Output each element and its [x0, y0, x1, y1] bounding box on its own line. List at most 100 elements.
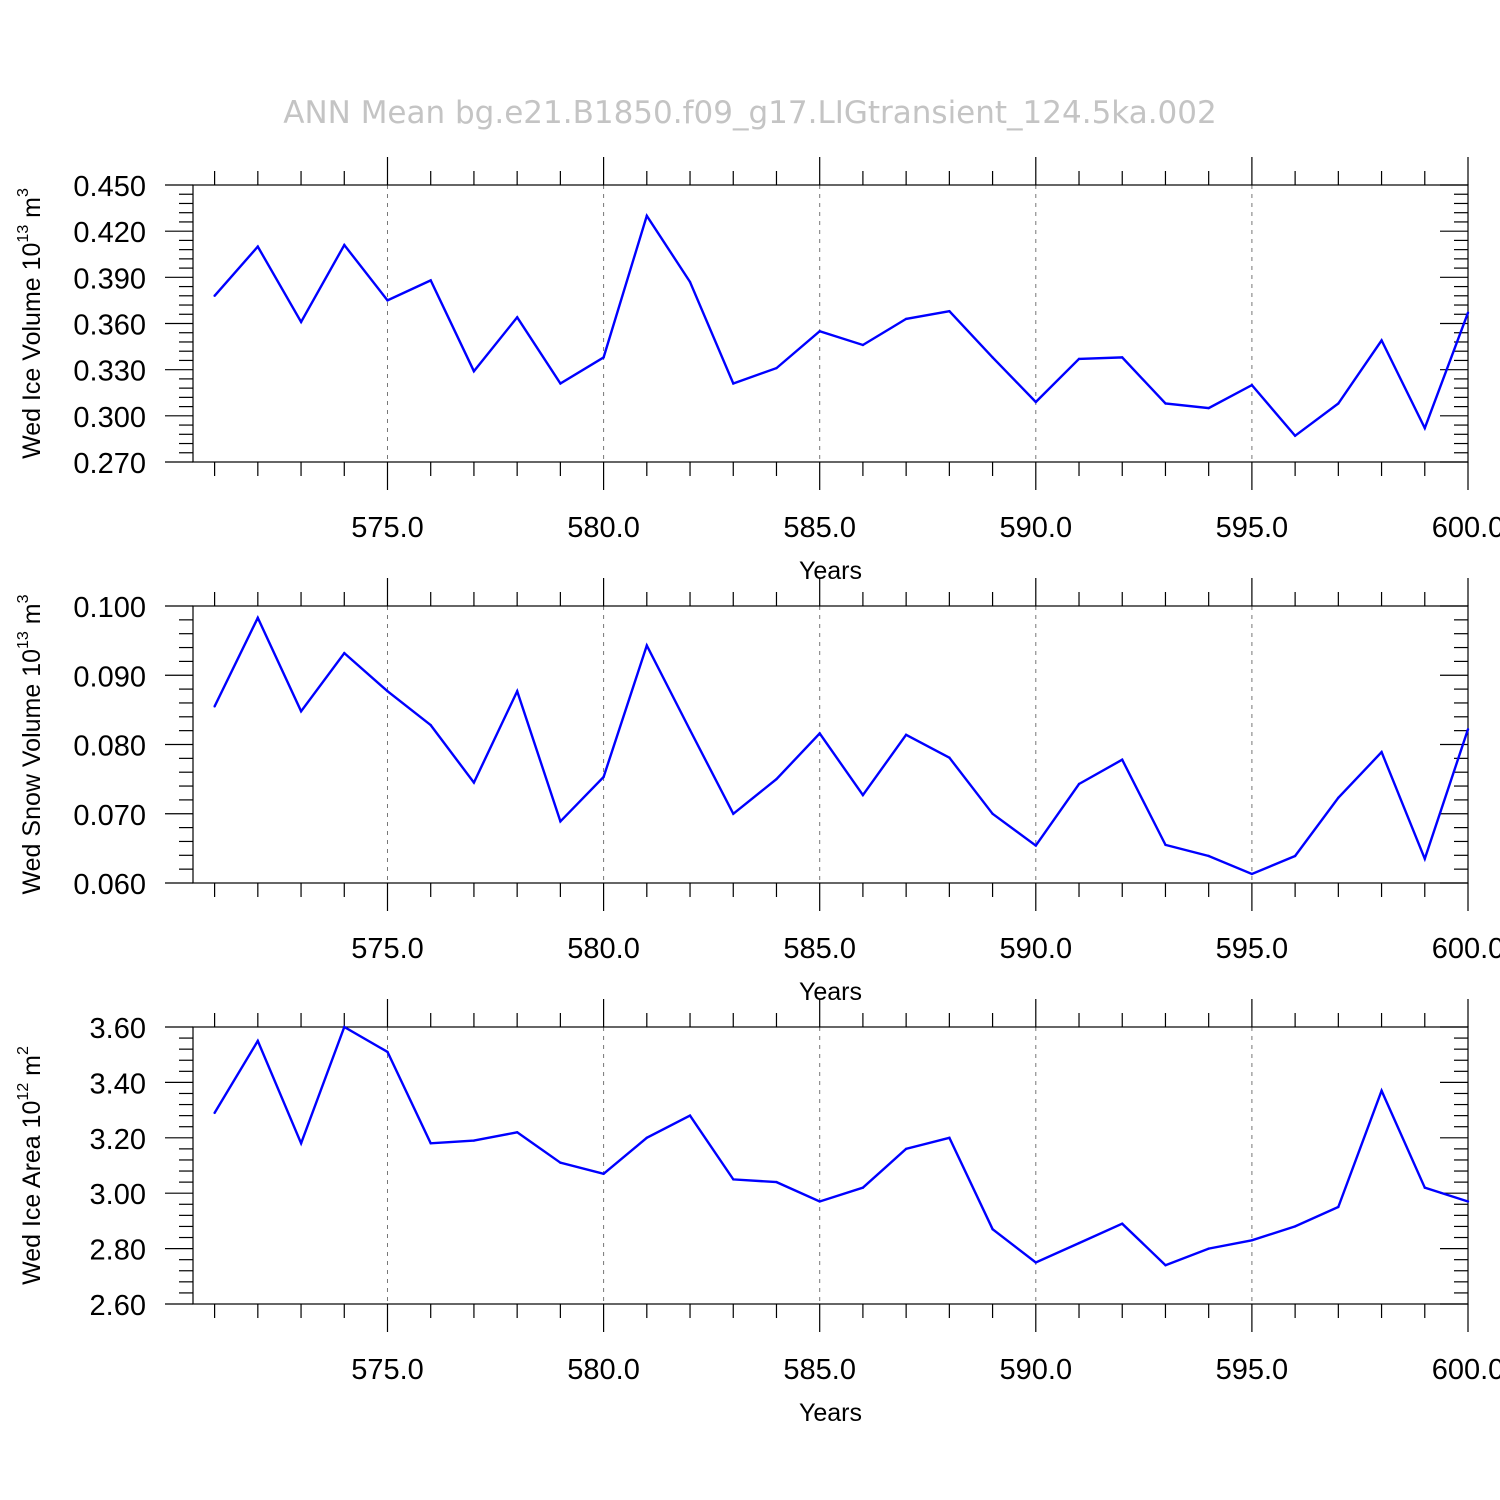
- y-axis-label: Wed Ice Area 1012 m2: [15, 1046, 46, 1285]
- data-point: [688, 728, 692, 732]
- data-point: [1207, 1247, 1210, 1250]
- data-point: [429, 279, 432, 282]
- data-point: [991, 812, 994, 815]
- data-point: [213, 705, 216, 708]
- x-axis-label: Years: [799, 978, 862, 1006]
- panel-2: 575.0 580.0 585.0 590.0 595.0 600.0 0.060 0.070…: [15, 578, 1500, 1006]
- data-point: [991, 1228, 994, 1231]
- data-point: [472, 781, 476, 784]
- x-tick-label: 600.0: [1432, 1354, 1500, 1386]
- data-point: [1121, 1222, 1124, 1225]
- y-tick-label: 3.00: [90, 1179, 146, 1211]
- y-tick-label: 0.070: [73, 800, 146, 832]
- data-point: [1121, 758, 1124, 761]
- plot-frame: [192, 1026, 1469, 1305]
- data-point: [1164, 843, 1167, 847]
- data-point: [299, 1142, 303, 1145]
- x-tick-label: 600.0: [1432, 512, 1500, 544]
- data-point: [1207, 406, 1210, 410]
- data-point: [688, 280, 692, 284]
- data-point: [559, 820, 562, 823]
- x-axis-label: Years: [799, 557, 862, 585]
- data-point: [1077, 357, 1081, 361]
- data-point: [775, 777, 778, 781]
- data-point: [1034, 400, 1038, 404]
- x-tick-label: 595.0: [1216, 933, 1289, 965]
- data-point: [1121, 356, 1124, 359]
- data-point: [948, 756, 951, 759]
- panels: 575.0 580.0 585.0 590.0 595.0 600.0 0.270 0.300…: [15, 157, 1500, 1427]
- x-tick-label: 585.0: [783, 512, 856, 544]
- data-point: [299, 320, 303, 324]
- data-point: [818, 732, 821, 735]
- y-tick-label: 0.390: [73, 263, 146, 295]
- y-axis-label: Wed Ice Volume 1013 m3: [15, 188, 46, 459]
- data-point: [1466, 728, 1470, 731]
- x-tick-label: 595.0: [1216, 512, 1289, 544]
- data-point: [861, 793, 865, 797]
- y-axis-label: Wed Snow Volume 1013 m3: [15, 594, 46, 894]
- data-point: [948, 1136, 951, 1140]
- data-point: [904, 1147, 908, 1151]
- data-point: [1250, 1239, 1254, 1242]
- series-line: [213, 212, 1470, 438]
- data-point: [1423, 426, 1427, 430]
- data-point: [559, 382, 562, 385]
- data-point: [1337, 402, 1340, 405]
- data-point: [1380, 339, 1383, 342]
- data-point: [1034, 844, 1038, 847]
- data-point: [775, 1180, 778, 1184]
- plot-frame: [192, 605, 1469, 884]
- data-point: [472, 1139, 476, 1142]
- data-point: [343, 651, 346, 655]
- data-point: [861, 1186, 865, 1189]
- data-point: [602, 775, 605, 779]
- data-point: [948, 310, 951, 313]
- x-tick-label: 580.0: [567, 933, 640, 965]
- data-point: [732, 812, 735, 815]
- data-point: [1164, 402, 1167, 405]
- data-point: [429, 1142, 432, 1145]
- data-point: [1293, 854, 1297, 858]
- data-point: [1423, 1186, 1427, 1189]
- x-tick-label: 580.0: [567, 1354, 640, 1386]
- y-tick-label: 0.080: [73, 731, 146, 763]
- data-point: [256, 616, 259, 619]
- data-point: [818, 330, 821, 333]
- series-line: [213, 1025, 1469, 1267]
- x-tick-label: 590.0: [1000, 1354, 1073, 1386]
- data-point: [213, 1111, 216, 1115]
- data-point: [559, 1161, 562, 1164]
- data-point: [1034, 1261, 1038, 1264]
- y-tick-label: 3.40: [90, 1068, 146, 1100]
- data-point: [732, 1178, 735, 1181]
- y-tick-label: 2.60: [90, 1290, 146, 1322]
- x-tick-label: 575.0: [351, 512, 424, 544]
- data-point: [343, 1025, 346, 1029]
- data-point: [732, 382, 735, 385]
- data-point: [645, 214, 648, 217]
- data-point: [472, 370, 476, 373]
- x-tick-label: 600.0: [1432, 933, 1500, 965]
- data-point: [1250, 383, 1254, 387]
- data-point: [1337, 796, 1340, 799]
- data-point: [1164, 1264, 1167, 1267]
- data-point: [645, 1136, 648, 1140]
- x-tick-label: 595.0: [1216, 1354, 1289, 1386]
- data-point: [1423, 857, 1427, 860]
- y-tick-label: 0.450: [73, 171, 146, 203]
- x-tick-label: 575.0: [351, 1354, 424, 1386]
- data-point: [386, 1050, 389, 1054]
- x-tick-label: 585.0: [783, 933, 856, 965]
- y-tick-label: 0.360: [73, 310, 146, 342]
- x-axis-label: Years: [799, 1399, 862, 1427]
- chart-title: ANN Mean bg.e21.B1850.f09_g17.LIGtransie…: [283, 95, 1216, 131]
- y-tick-label: 0.270: [73, 448, 146, 480]
- y-tick-label: 0.060: [73, 869, 146, 901]
- data-point: [602, 1172, 605, 1176]
- data-point: [1380, 1089, 1383, 1092]
- data-point: [516, 690, 519, 693]
- y-tick-label: 0.100: [73, 592, 146, 624]
- x-tick-label: 575.0: [351, 933, 424, 965]
